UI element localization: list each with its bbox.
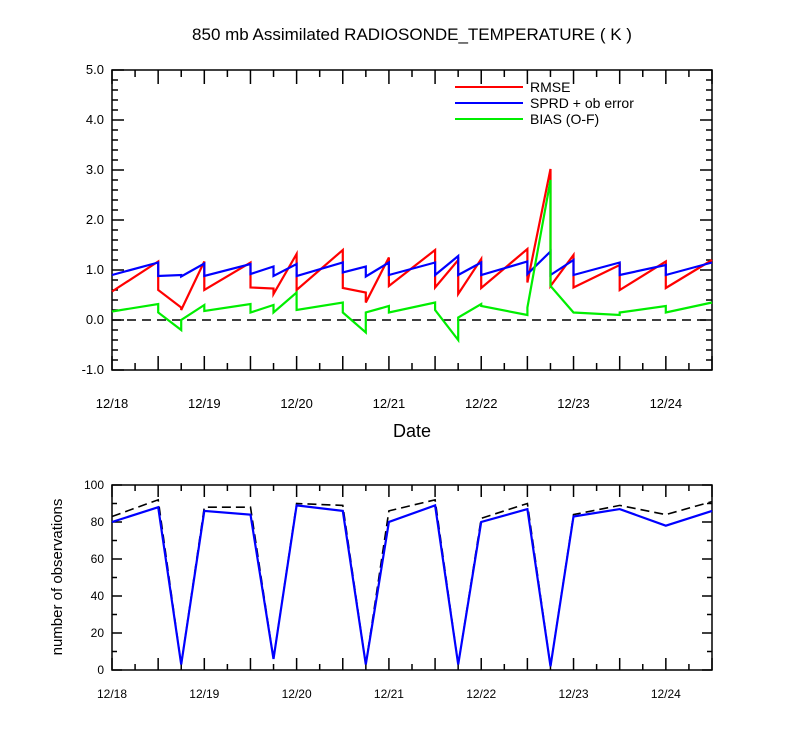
y-tick-label: 80 — [91, 515, 105, 529]
y-tick-label: -1.0 — [82, 362, 104, 377]
axis-ticks: 12/18 12/19 12/20 12/21 12/22 12/23 12/24 0 20 40… — [84, 478, 713, 701]
x-tick-label: 12/21 — [374, 687, 404, 701]
series-line-0 — [111, 498, 713, 667]
axis-ticks: 12/18 12/19 12/20 12/21 12/22 12/23 12/24 -1.0 0… — [82, 62, 713, 411]
y-tick-label: 5.0 — [86, 62, 104, 77]
observation-count-chart: number of observations 12/18 12/19 12/20 12… — [49, 478, 713, 701]
legend-label: RMSE — [530, 79, 570, 95]
x-tick-label: 12/18 — [96, 396, 129, 411]
x-tick-label: 12/19 — [189, 687, 219, 701]
chart-title: 850 mb Assimilated RADIOSONDE_TEMPERATUR… — [192, 25, 632, 44]
y-tick-label: 0 — [97, 663, 104, 677]
y-tick-label: 0.0 — [86, 312, 104, 327]
y-tick-label: 4.0 — [86, 112, 104, 127]
legend-label: BIAS (O-F) — [530, 111, 599, 127]
series-line-1 — [111, 503, 713, 667]
y-tick-label: 1.0 — [86, 262, 104, 277]
plot-frame — [111, 69, 713, 371]
y-axis-label: number of observations — [49, 499, 66, 656]
series-lines — [111, 168, 713, 344]
y-tick-label: 3.0 — [86, 162, 104, 177]
x-tick-label: 12/22 — [466, 687, 496, 701]
legend-label: SPRD + ob error — [530, 95, 634, 111]
series-line-1 — [111, 248, 713, 279]
x-tick-label: 12/18 — [97, 687, 127, 701]
series-line-0 — [111, 168, 713, 311]
x-tick-label: 12/21 — [373, 396, 406, 411]
x-axis-label: Date — [393, 421, 431, 441]
y-tick-label: 2.0 — [86, 212, 104, 227]
x-tick-label: 12/20 — [280, 396, 313, 411]
x-tick-label: 12/23 — [557, 396, 590, 411]
y-tick-label: 40 — [91, 589, 105, 603]
x-tick-label: 12/19 — [188, 396, 221, 411]
plot-area — [111, 69, 713, 371]
x-tick-label: 12/24 — [650, 396, 683, 411]
x-tick-label: 12/22 — [465, 396, 498, 411]
x-tick-label: 12/23 — [559, 687, 589, 701]
y-tick-label: 20 — [91, 626, 105, 640]
series-lines — [111, 498, 713, 667]
series-line-2 — [111, 179, 713, 344]
y-tick-label: 100 — [84, 478, 104, 492]
x-tick-label: 12/24 — [651, 687, 681, 701]
bias-rmse-chart: 850 mb Assimilated RADIOSONDE_TEMPERATUR… — [82, 25, 713, 441]
x-tick-label: 12/20 — [282, 687, 312, 701]
y-tick-label: 60 — [91, 552, 105, 566]
